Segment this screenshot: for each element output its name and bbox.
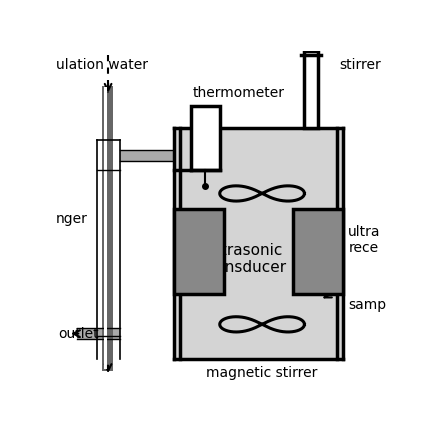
Bar — [104, 87, 108, 369]
Bar — [102, 86, 113, 371]
Text: ultra
rece: ultra rece — [348, 224, 381, 255]
Bar — [304, 51, 317, 128]
Text: ulation water: ulation water — [56, 58, 148, 72]
Bar — [173, 128, 343, 359]
Bar — [191, 106, 220, 170]
Text: magnetic stirrer: magnetic stirrer — [207, 366, 318, 380]
Bar — [77, 328, 120, 339]
Text: samp: samp — [348, 298, 386, 312]
Text: nger: nger — [56, 212, 88, 226]
Text: stirrer: stirrer — [339, 58, 381, 72]
Text: ultrasonic
transducer: ultrasonic transducer — [204, 243, 287, 275]
Bar — [120, 150, 173, 161]
Bar — [293, 209, 343, 294]
Text: thermometer: thermometer — [193, 86, 285, 100]
Text: outlet: outlet — [58, 326, 99, 340]
Bar — [173, 209, 224, 294]
